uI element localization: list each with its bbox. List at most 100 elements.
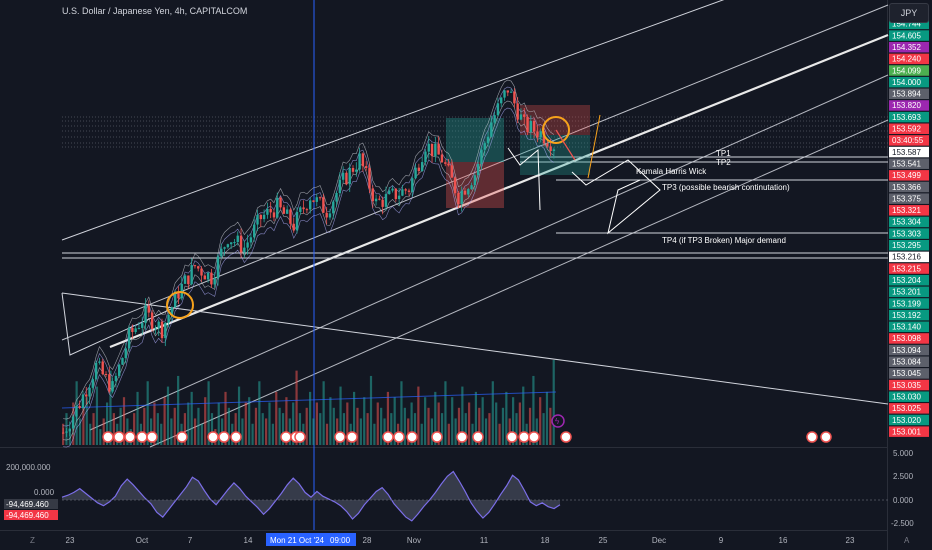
volume-bar — [542, 413, 545, 445]
candle-body — [68, 428, 71, 432]
volume-bar — [339, 386, 342, 445]
lightning-icon[interactable] — [551, 414, 565, 428]
candle-body — [305, 209, 309, 211]
volume-bar — [309, 391, 312, 445]
channel-top-line — [61, 0, 725, 241]
volume-bar — [143, 407, 146, 445]
event-flag-icon-23 — [560, 431, 572, 443]
candle-body — [388, 190, 391, 195]
time-axis[interactable]: 23 Oct 7 14 Mon 21 Oct '24 09:00 28 Nov 11 18 25 De… — [66, 533, 855, 546]
candle-body — [513, 91, 516, 104]
volume-bar — [62, 423, 65, 445]
short-position-target-box[interactable] — [520, 135, 590, 175]
volume-bar — [369, 375, 373, 445]
price-label-bg-6 — [889, 76, 929, 88]
volume-bar — [356, 407, 359, 445]
price-axis[interactable]: 154.946154.744154.605154.352154.240154.0… — [889, 7, 929, 437]
candle-body — [381, 199, 384, 207]
price-label-8: 153.820 — [892, 101, 921, 110]
x-tick-label-12: 9 — [719, 536, 724, 545]
x-tick-label-1: Oct — [136, 536, 149, 545]
candle-body — [552, 149, 556, 151]
price-label-4: 154.240 — [892, 55, 921, 64]
volume-bar — [325, 423, 329, 445]
volume-bar — [403, 407, 406, 445]
volume-bar — [549, 407, 552, 445]
osc-value-badge-2 — [4, 510, 58, 520]
volume-bar — [281, 413, 285, 445]
price-label-29: 153.094 — [892, 346, 921, 355]
x-tick-label-0: 23 — [66, 536, 75, 545]
volume-bar — [407, 418, 410, 445]
price-label-bg-9 — [889, 111, 929, 123]
volume-bar — [346, 402, 349, 445]
candle-body — [338, 179, 342, 193]
pane-divider — [0, 447, 888, 448]
wedge-lines — [61, 292, 181, 356]
volume-bar — [237, 386, 241, 445]
price-label-14: 153.499 — [892, 171, 921, 180]
price-label-6: 154.000 — [892, 78, 921, 87]
candle-body — [536, 131, 539, 138]
price-label-bg-30 — [889, 356, 929, 367]
price-label-bg-35 — [889, 414, 929, 426]
highlight-circle-left[interactable] — [166, 291, 194, 319]
corner-left[interactable]: Z — [30, 536, 35, 545]
volume-bar — [292, 402, 295, 445]
volume-bar — [295, 370, 298, 445]
candle-body — [532, 120, 536, 132]
candle-body — [503, 90, 506, 98]
volume-bar — [119, 407, 122, 445]
volume-bar — [363, 397, 366, 445]
volume-bar — [505, 391, 508, 445]
price-label-bg-5 — [889, 65, 929, 76]
osc-label-top: 200,000.000 — [6, 463, 51, 472]
currency-button[interactable]: JPY — [889, 3, 929, 23]
lightning-glyph: ϟ — [555, 417, 560, 426]
price-label-bg-23 — [889, 274, 929, 286]
event-flags[interactable] — [102, 431, 832, 443]
volume-bar — [248, 397, 251, 445]
candle-body — [210, 272, 213, 285]
price-label-bg-11 — [889, 135, 929, 146]
volume-bar — [160, 423, 163, 445]
volume-bar — [380, 407, 383, 445]
candle-body — [216, 256, 220, 279]
candle-body — [526, 116, 529, 132]
volume-bar — [532, 375, 535, 445]
candle-body — [450, 165, 454, 178]
price-label-34: 153.025 — [892, 404, 921, 413]
volume-bar — [187, 402, 190, 445]
candle-body — [355, 169, 358, 172]
volume-bar — [305, 407, 308, 445]
volume-bar — [288, 418, 291, 445]
candle-body — [542, 131, 546, 144]
candle-body — [312, 200, 315, 202]
volume-bar — [315, 402, 318, 445]
highlight-circle-right[interactable] — [542, 116, 570, 144]
kamala-harris-wick-label: Kamala Harris Wick — [636, 167, 707, 176]
volume-bars — [62, 360, 555, 445]
envelope-band-3 — [63, 107, 555, 448]
candle-body — [85, 394, 88, 397]
volume-bar — [153, 402, 156, 445]
price-label-24: 153.201 — [892, 288, 921, 297]
price-label-9: 153.693 — [892, 113, 921, 122]
price-label-bg-34 — [889, 403, 929, 414]
candle-body — [144, 305, 147, 323]
event-flag-icon-8 — [230, 431, 242, 443]
long-position-target-box[interactable] — [446, 118, 504, 162]
volume-bar — [102, 418, 105, 445]
candle-body — [276, 197, 279, 218]
candle-body — [170, 307, 174, 316]
tp1-label: TP1 — [716, 149, 731, 158]
corner-right[interactable]: A — [904, 536, 910, 545]
symbol-title: U.S. Dollar / Japanese Yen, 4h, CAPITALC… — [62, 6, 248, 16]
volume-bar — [254, 407, 258, 445]
volume-bar — [133, 413, 136, 445]
candle-body — [483, 143, 486, 150]
candle-body — [213, 278, 216, 285]
volume-bar — [454, 418, 457, 445]
price-label-23: 153.204 — [892, 276, 921, 285]
